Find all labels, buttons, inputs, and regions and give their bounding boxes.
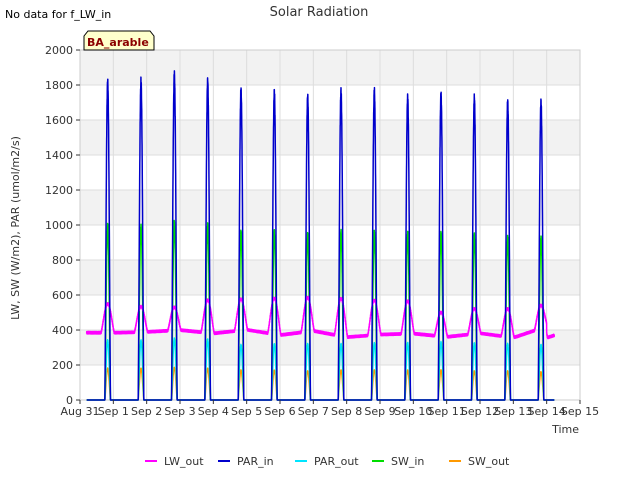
band-8 xyxy=(80,85,580,120)
legend-item-par-out: PAR_out xyxy=(295,455,359,468)
y-tick-label-7: 1400 xyxy=(45,149,73,162)
legend-label: SW_out xyxy=(468,455,510,468)
y-tick-label-8: 1600 xyxy=(45,114,73,127)
x-tick-label-3: Sep 3 xyxy=(164,405,195,418)
y-tick-label-10: 2000 xyxy=(45,44,73,57)
y-tick-label-0: 0 xyxy=(66,394,73,407)
legend-label: SW_in xyxy=(391,455,424,468)
legend-label: PAR_in xyxy=(237,455,274,468)
band-0 xyxy=(80,365,580,400)
grid-lines xyxy=(79,49,581,401)
band-2 xyxy=(80,295,580,330)
legend-item-sw-out: SW_out xyxy=(449,455,510,468)
no-data-note: No data for f_LW_in xyxy=(5,8,112,21)
band-6 xyxy=(80,155,580,190)
x-tick-label-1: Sep 1 xyxy=(98,405,129,418)
site-label: BA_arable xyxy=(87,36,149,49)
y-tick-label-1: 200 xyxy=(52,359,73,372)
x-tick-label-12: Sep 12 xyxy=(461,405,499,418)
x-tick-label-10: Sep 10 xyxy=(394,405,432,418)
x-tick-label-5: Sep 5 xyxy=(231,405,262,418)
plot-background-bands xyxy=(80,50,580,400)
legend: LW_out PAR_in PAR_out SW_in SW_out xyxy=(145,455,510,468)
y-tick-label-5: 1000 xyxy=(45,219,73,232)
site-label-box: BA_arable xyxy=(83,30,155,51)
legend-label: PAR_out xyxy=(314,455,359,468)
y-tick-label-3: 600 xyxy=(52,289,73,302)
chart-title: Solar Radiation xyxy=(270,5,369,20)
x-tick-label-8: Sep 8 xyxy=(331,405,362,418)
site-label-frame xyxy=(83,30,155,51)
x-tick-label-7: Sep 7 xyxy=(298,405,329,418)
series-layer xyxy=(85,70,556,401)
x-tick-label-13: Sep 13 xyxy=(494,405,532,418)
legend-item-sw-in: SW_in xyxy=(372,455,424,468)
band-7 xyxy=(80,120,580,155)
band-3 xyxy=(80,260,580,295)
x-tick-label-15: Sep 15 xyxy=(561,405,599,418)
y-tick-label-2: 400 xyxy=(52,324,73,337)
x-axis-label: Time xyxy=(551,423,579,436)
y-tick-label-6: 1200 xyxy=(45,184,73,197)
x-tick-label-14: Sep 14 xyxy=(528,405,566,418)
x-tick-label-6: Sep 6 xyxy=(264,405,295,418)
x-tick-label-0: Aug 31 xyxy=(61,405,100,418)
x-tick-label-2: Sep 2 xyxy=(131,405,162,418)
x-tick-label-9: Sep 9 xyxy=(364,405,395,418)
band-5 xyxy=(80,190,580,225)
y-tick-label-9: 1800 xyxy=(45,79,73,92)
y-tick-label-4: 800 xyxy=(52,254,73,267)
legend-label: LW_out xyxy=(164,455,204,468)
legend-item-par-in: PAR_in xyxy=(218,455,274,468)
series-line-par-in xyxy=(85,70,556,401)
band-4 xyxy=(80,225,580,260)
y-axis: 0 200 400 600 800 1000 1200 1400 1600 1800 2000 xyxy=(45,44,80,407)
x-tick-label-4: Sep 4 xyxy=(198,405,229,418)
x-tick-label-11: Sep 11 xyxy=(428,405,466,418)
band-9 xyxy=(80,50,580,85)
legend-item-lw-out: LW_out xyxy=(145,455,204,468)
y-axis-label: LW, SW (W/m2), PAR (umol/m2/s) xyxy=(9,136,22,320)
